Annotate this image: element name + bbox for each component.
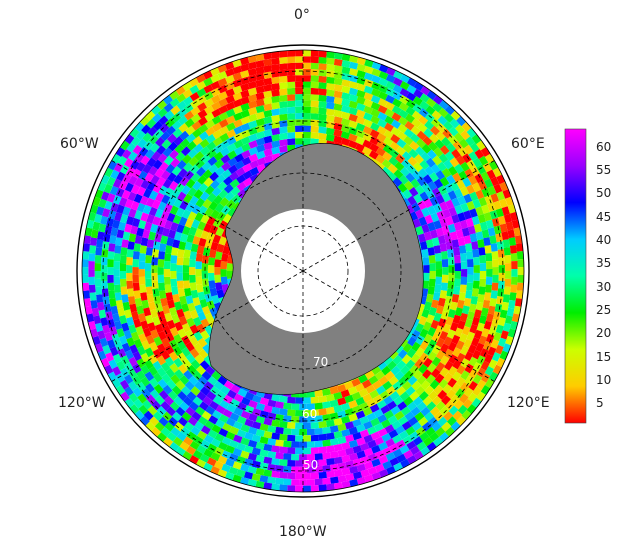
lon-label-60w: 60°W [60,136,99,152]
map-boundary-inner [81,49,525,493]
lon-label-0: 0° [294,7,310,23]
lat-label-70: 70 [313,355,328,369]
lon-label-120w: 120°W [58,395,106,411]
colorbar-tick-label: 55 [596,163,612,177]
lon-label-120e: 120°E [507,395,550,411]
lat-label-60: 60 [302,407,317,421]
colorbar-tick-label: 40 [596,233,612,247]
antarctica-landmass [208,142,424,395]
colorbar-tick-label: 60 [596,139,612,154]
lon-label-180w: 180°W [279,524,327,540]
colorbar-tick-label: 30 [596,279,612,294]
colorbar-gradient [564,128,587,424]
lon-label-60e: 60°E [511,136,545,152]
graticule [102,50,504,492]
colorbar-tick-label: 45 [596,209,612,224]
lat-label-50: 50 [303,458,318,472]
map-boundary-ring [76,44,530,498]
colorbar-tick-label: 35 [596,256,612,271]
colorbar-tick-label: 25 [596,303,612,317]
colorbar [564,128,587,424]
colorbar-tick-label: 15 [596,349,612,364]
colorbar-tick-label: 20 [596,326,612,341]
colorbar-tick-label: 5 [596,396,604,411]
colorbar-tick-label: 10 [596,373,612,387]
colorbar-tick-label: 50 [596,186,612,201]
